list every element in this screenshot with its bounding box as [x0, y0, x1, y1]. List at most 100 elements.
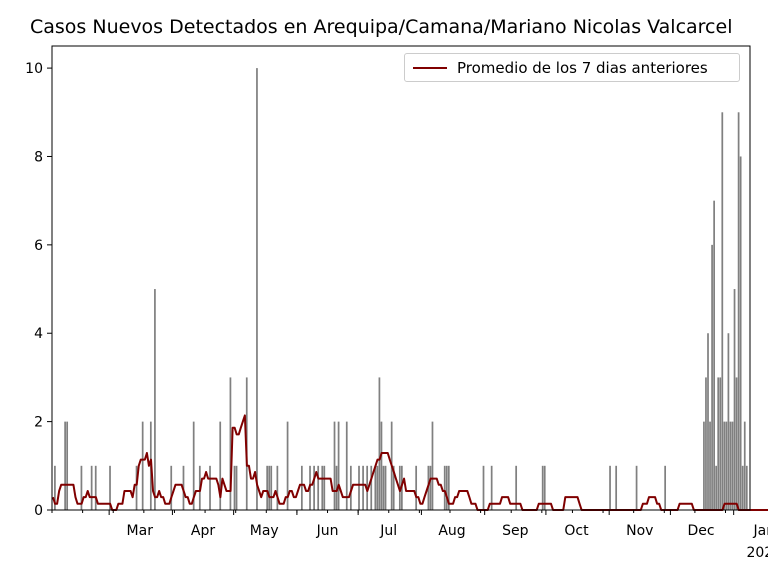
x-tick-label: Aug [438, 523, 465, 539]
bar [737, 112, 740, 510]
bar [378, 377, 381, 510]
bar [335, 465, 338, 510]
bar [739, 156, 742, 511]
bar [229, 377, 232, 510]
plot-frame [51, 45, 751, 511]
x-tick-label: Mar [127, 523, 154, 539]
bar [384, 465, 387, 510]
bar [349, 465, 352, 510]
x-year-label: 2022 [746, 545, 768, 561]
bar [735, 377, 738, 510]
chart-title: Casos Nuevos Detectados en Arequipa/Cama… [30, 16, 733, 38]
x-tick-label: Apr [191, 523, 215, 539]
bar [209, 465, 211, 510]
legend-label: Promedio de los 7 dias anteriores [457, 59, 708, 77]
bar [80, 465, 83, 510]
bar [300, 465, 303, 510]
bar [66, 421, 69, 510]
bar [370, 465, 373, 510]
bar [717, 377, 720, 510]
bar [337, 421, 340, 510]
bar [743, 421, 746, 510]
bar-series [54, 68, 748, 511]
bar [235, 465, 238, 510]
bar [376, 465, 379, 510]
bar [270, 465, 273, 510]
bar [317, 465, 320, 510]
bar [745, 465, 748, 510]
bar [445, 465, 448, 510]
bar [141, 421, 144, 510]
y-tick-label: 0 [34, 503, 43, 519]
bar [707, 333, 709, 510]
x-tick-label: Nov [626, 523, 653, 539]
bar [705, 377, 707, 510]
bar [447, 465, 450, 510]
bar [333, 421, 336, 510]
bar [715, 465, 718, 510]
x-tick-label: Sep [502, 523, 529, 539]
y-tick-label: 10 [25, 61, 43, 77]
bar [541, 465, 544, 510]
bar [358, 465, 360, 510]
x-tick-label: Jan [752, 523, 768, 539]
bar [429, 465, 432, 510]
moving-average-line [52, 414, 768, 511]
bar [713, 200, 715, 511]
bar [64, 421, 66, 510]
x-axis: Mar Apr May Jun Jul Aug Sep Oct Nov Dec Jan 2022 [51, 510, 768, 561]
bar [443, 465, 446, 510]
bar [741, 465, 744, 510]
x-tick-label: Oct [564, 523, 589, 539]
bar [233, 465, 236, 510]
bar [382, 465, 385, 510]
x-tick-label: Jun [316, 523, 339, 539]
y-tick-label: 2 [34, 415, 43, 431]
bar [219, 421, 222, 510]
bar [664, 465, 667, 510]
bar [490, 465, 493, 510]
bar [90, 465, 93, 510]
bar [719, 377, 722, 510]
bar [615, 465, 618, 510]
x-tick-label: May [250, 523, 279, 539]
bar [482, 465, 485, 510]
bar [709, 421, 711, 510]
bar [515, 465, 518, 510]
bar [635, 465, 638, 510]
y-tick-label: 8 [34, 149, 43, 165]
legend-line-swatch [413, 67, 447, 69]
bar [703, 421, 705, 510]
bar [392, 465, 395, 510]
legend: Promedio de los 7 dias anteriores [404, 53, 740, 82]
x-tick-label: Jul [379, 523, 397, 539]
bar [345, 421, 348, 510]
bar [431, 421, 434, 510]
bar [721, 112, 724, 510]
bar [323, 465, 326, 510]
bar [362, 465, 364, 510]
bar [313, 465, 315, 510]
bar [109, 465, 111, 510]
bar [609, 465, 611, 510]
bar [374, 465, 377, 510]
bar [266, 465, 269, 510]
bar [154, 289, 156, 510]
bar [415, 465, 418, 510]
x-tick-label: Dec [687, 523, 714, 539]
bar [380, 421, 383, 510]
bar [725, 421, 728, 510]
bar [731, 421, 734, 510]
bar [276, 465, 279, 510]
bar [543, 465, 546, 510]
bar [723, 421, 726, 510]
bar [170, 465, 173, 510]
bar [192, 421, 195, 510]
bar [268, 465, 271, 510]
bar [94, 465, 97, 510]
y-tick-label: 4 [34, 326, 43, 342]
bar [256, 68, 258, 510]
bar [729, 421, 732, 510]
bar [321, 465, 324, 510]
